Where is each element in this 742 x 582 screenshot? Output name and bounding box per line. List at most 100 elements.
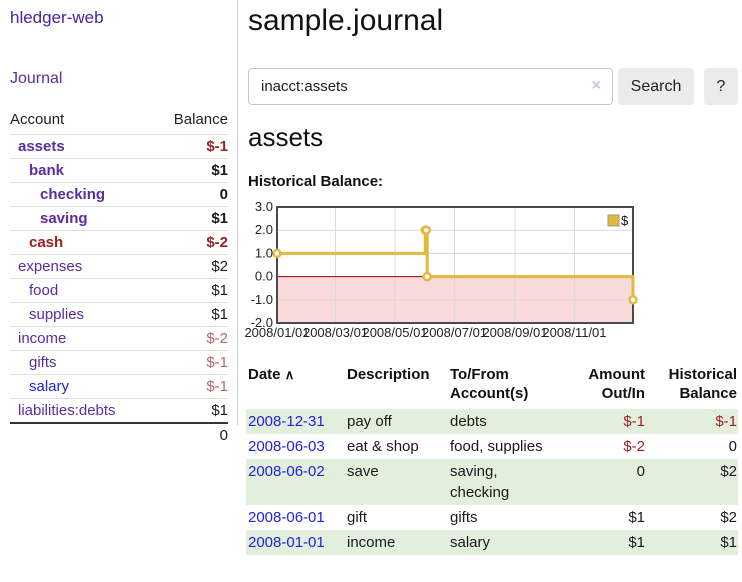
transaction-row: 2008-01-01 income salary $1 $1 (246, 530, 738, 555)
search-input-wrap: × (248, 68, 613, 105)
sidebar-divider (237, 0, 238, 425)
balance-cell: $-1 (715, 413, 737, 430)
sidebar-account-balance: $2 (154, 254, 228, 279)
sidebar-account-row: cash $-2 (10, 230, 228, 255)
sidebar-account-link[interactable]: supplies (10, 302, 155, 327)
legend-label: $ (621, 213, 629, 228)
sidebar-account-link[interactable]: expenses (10, 254, 155, 279)
sidebar-account-balance: $1 (154, 302, 228, 327)
sidebar-account-balance: $1 (154, 278, 228, 303)
sidebar-account-balance: $-2 (154, 230, 228, 255)
sidebar-account-link[interactable]: liabilities:debts (10, 398, 155, 423)
amount-cell: $-1 (623, 413, 645, 430)
accounts-cell: saving, checking (450, 463, 510, 501)
transaction-date-link[interactable]: 2008-06-01 (248, 509, 325, 526)
sidebar-account-link[interactable]: gifts (10, 350, 155, 375)
balance-cell: $1 (720, 534, 737, 551)
sidebar-item-journal[interactable]: Journal (10, 70, 63, 87)
help-button[interactable]: ? (704, 68, 738, 105)
balance-column-header-main: Historical Balance (668, 366, 737, 402)
sidebar-account-link[interactable]: assets (10, 134, 155, 159)
brand-link[interactable]: hledger-web (10, 8, 104, 27)
search-input[interactable] (248, 68, 613, 105)
y-axis-tick-label: 3.0 (255, 201, 273, 214)
amount-column-header: Amount Out/In (588, 366, 645, 402)
account-column-header: Account (10, 111, 65, 128)
sidebar-account-row: supplies $1 (10, 302, 228, 327)
sidebar-account-link[interactable]: bank (10, 158, 155, 183)
accounts-column-header: To/From Account(s) (450, 366, 529, 402)
description-cell: pay off (347, 413, 392, 430)
x-axis-tick-label: 2008/07/01 (422, 325, 487, 340)
balance-cell: 0 (728, 438, 737, 455)
transaction-date-link[interactable]: 2008-06-02 (248, 463, 325, 480)
date-cell: 2008-06-01 (246, 505, 345, 530)
amount-cell: $1 (628, 509, 645, 526)
transaction-date-link[interactable]: 2008-01-01 (248, 534, 325, 551)
register-table: Date ∧ Description To/From Account(s) Am… (246, 363, 738, 555)
sidebar-account-balance: 0 (154, 182, 228, 207)
sidebar-total-balance: 0 (154, 422, 228, 447)
sidebar-account-row: saving $1 (10, 206, 228, 231)
x-axis-tick-label: 2008/03/01 (303, 325, 368, 340)
sidebar-account-row: checking 0 (10, 182, 228, 207)
sidebar-account-row: bank $1 (10, 158, 228, 183)
data-point-marker (628, 295, 638, 305)
clear-search-icon[interactable]: × (591, 77, 601, 94)
register-rows: 2008-12-31 pay off debts $-1 $-1 2008-06-03 ea… (246, 409, 738, 555)
sidebar-account-balance: $1 (154, 158, 228, 183)
data-point-marker (421, 225, 431, 235)
date-cell: 2008-06-03 (246, 434, 345, 459)
y-axis-tick-label: 2.0 (255, 222, 273, 237)
description-cell: gift (347, 509, 368, 526)
x-axis-tick-label: 2008/11/01 (542, 325, 606, 340)
sidebar-account-link[interactable]: saving (10, 206, 155, 231)
sidebar-account-rows: assets $-1 bank $1 checking 0 saving $1 cash $-2 e… (10, 134, 228, 423)
accounts-cell: debts (450, 413, 487, 430)
transaction-row: 2008-06-03 eat & shop food, supplies $-2 0 (246, 434, 738, 459)
description-cell: save (347, 463, 379, 480)
data-point-marker (422, 271, 432, 282)
sidebar-account-balance: $1 (154, 398, 228, 423)
sidebar-account-balance: $1 (154, 206, 228, 231)
sidebar-account-balance: $-1 (154, 134, 228, 159)
amount-cell: 0 (636, 463, 645, 480)
transaction-date-link[interactable]: 2008-12-31 (248, 413, 325, 430)
transaction-row: 2008-06-01 gift gifts $1 $2 (246, 505, 738, 530)
data-point-marker (272, 248, 282, 259)
description-column-header: Description (347, 366, 430, 383)
balance-column-header: Balance (173, 111, 228, 128)
sidebar-account-row: food $1 (10, 278, 228, 303)
sidebar-account-row: liabilities:debts $1 (10, 398, 228, 423)
sidebar-account-link[interactable]: food (10, 278, 155, 303)
search-button[interactable]: Search (618, 68, 694, 105)
amount-cell: $1 (628, 534, 645, 551)
description-cell: income (347, 534, 396, 551)
date-cell: 2008-01-01 (246, 530, 345, 555)
sidebar-account-balance: $-1 (154, 350, 228, 375)
account-heading: assets (248, 122, 324, 152)
date-column-header[interactable]: Date ∧ (246, 363, 345, 409)
transaction-row: 2008-12-31 pay off debts $-1 $-1 (246, 409, 738, 434)
sidebar-account-balance: $-1 (154, 374, 228, 399)
sidebar-account-row: assets $-1 (10, 134, 228, 159)
sort-ascending-icon: ∧ (284, 367, 295, 382)
amount-cell: $-2 (623, 438, 645, 455)
date-header-label: Date (248, 366, 281, 383)
spacer (10, 422, 155, 447)
description-cell: eat & shop (347, 438, 419, 455)
date-cell: 2008-06-02 (246, 459, 345, 505)
sidebar-account-link[interactable]: checking (10, 182, 155, 207)
sidebar-account-row: expenses $2 (10, 254, 228, 279)
accounts-cell: gifts (450, 509, 478, 526)
sidebar-account-link[interactable]: salary (10, 374, 155, 399)
sidebar-account-row: income $-2 (10, 326, 228, 351)
x-axis-tick-label: 2008/05/01 (362, 325, 427, 340)
y-axis-tick-label: -1.0 (251, 292, 273, 307)
historical-balance-chart[interactable]: $3.0 2.0 1.0 0.0 -1.0 -2.02008/01/012008/03/0… (240, 201, 710, 345)
transaction-date-link[interactable]: 2008-06-03 (248, 438, 325, 455)
sidebar-account-link[interactable]: cash (10, 230, 155, 255)
y-axis-tick-label: -2.0 (251, 315, 273, 330)
sidebar-accounts-table: Account Balance assets $-1 bank $1 checking 0… (10, 108, 228, 447)
sidebar-account-link[interactable]: income (10, 326, 155, 351)
